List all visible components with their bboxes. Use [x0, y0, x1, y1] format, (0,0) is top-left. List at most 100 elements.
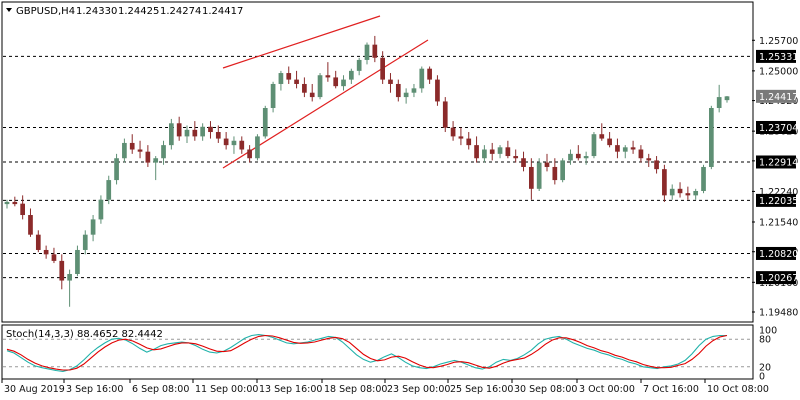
- candle-body[interactable]: [638, 149, 644, 159]
- candle-body[interactable]: [145, 151, 151, 163]
- candle-body[interactable]: [615, 145, 620, 152]
- candle-body[interactable]: [270, 83, 276, 108]
- candle-body[interactable]: [286, 73, 292, 80]
- candle-body[interactable]: [450, 127, 456, 137]
- candle-body[interactable]: [59, 260, 65, 281]
- candle-body[interactable]: [341, 79, 346, 87]
- candle-body[interactable]: [654, 160, 659, 170]
- candle-body[interactable]: [474, 145, 479, 159]
- candle-body[interactable]: [239, 140, 245, 150]
- candle-body[interactable]: [75, 249, 80, 274]
- upper-trendline[interactable]: [222, 15, 381, 69]
- candle-body[interactable]: [231, 140, 237, 146]
- candle-body[interactable]: [223, 138, 229, 146]
- candle-body[interactable]: [114, 158, 119, 181]
- candle-body[interactable]: [583, 156, 589, 159]
- candle-body[interactable]: [215, 132, 221, 139]
- candle-body[interactable]: [325, 75, 331, 78]
- candle-body[interactable]: [513, 156, 519, 159]
- candle-body[interactable]: [662, 169, 667, 196]
- candle-body[interactable]: [607, 138, 612, 146]
- candle-body[interactable]: [709, 107, 714, 167]
- candle-body[interactable]: [247, 149, 252, 159]
- candle-body[interactable]: [184, 129, 190, 137]
- candle-body[interactable]: [403, 92, 409, 98]
- candle-body[interactable]: [176, 123, 182, 137]
- candle-body[interactable]: [43, 249, 49, 255]
- candle-body[interactable]: [552, 166, 558, 181]
- candle-body[interactable]: [622, 147, 628, 152]
- candle-body[interactable]: [309, 92, 315, 98]
- candle-body[interactable]: [20, 203, 25, 216]
- candle-body[interactable]: [372, 44, 378, 58]
- candle-body[interactable]: [333, 77, 339, 87]
- candle-body[interactable]: [630, 147, 636, 150]
- candle-body[interactable]: [200, 126, 205, 137]
- candle-body[interactable]: [82, 234, 88, 250]
- candle-body[interactable]: [262, 107, 268, 137]
- candle-body[interactable]: [411, 88, 417, 93]
- candle-body[interactable]: [106, 180, 112, 200]
- candle-body[interactable]: [28, 215, 33, 235]
- candle-body[interactable]: [677, 188, 683, 194]
- candle-body[interactable]: [192, 129, 198, 137]
- candle-body[interactable]: [294, 79, 299, 84]
- candle-body[interactable]: [302, 83, 307, 93]
- candle-body[interactable]: [466, 138, 472, 146]
- candle-body[interactable]: [591, 134, 597, 157]
- candle-body[interactable]: [12, 201, 18, 205]
- stoch-main-line[interactable]: [6, 334, 727, 372]
- candle-body[interactable]: [380, 57, 385, 80]
- candle-body[interactable]: [364, 44, 370, 60]
- candle-body[interactable]: [278, 73, 284, 84]
- candle-body[interactable]: [701, 166, 706, 191]
- candle-body[interactable]: [90, 219, 96, 235]
- candle-body[interactable]: [489, 149, 495, 154]
- candle-body[interactable]: [536, 162, 542, 189]
- candle-body[interactable]: [317, 75, 323, 98]
- candle-body[interactable]: [4, 201, 10, 205]
- candle-body[interactable]: [646, 158, 652, 161]
- candle-body[interactable]: [599, 134, 605, 139]
- candle-body[interactable]: [137, 149, 143, 152]
- candle-body[interactable]: [129, 142, 135, 150]
- candle-body[interactable]: [35, 234, 41, 250]
- candle-body[interactable]: [122, 142, 127, 159]
- candle-body[interactable]: [161, 145, 166, 159]
- candle-body[interactable]: [208, 126, 213, 133]
- candle-body[interactable]: [669, 188, 675, 196]
- candle-body[interactable]: [568, 153, 573, 161]
- candle-body[interactable]: [419, 68, 425, 89]
- candle-body[interactable]: [521, 158, 526, 167]
- candle-body[interactable]: [693, 190, 699, 196]
- candle-body[interactable]: [435, 79, 440, 102]
- candle-body[interactable]: [255, 136, 260, 159]
- candle-body[interactable]: [349, 70, 354, 80]
- candle-body[interactable]: [51, 254, 57, 261]
- candle-body[interactable]: [497, 147, 503, 154]
- candle-body[interactable]: [442, 101, 448, 128]
- candle-body[interactable]: [395, 83, 401, 98]
- candle-body[interactable]: [575, 153, 581, 159]
- candle-body[interactable]: [153, 158, 159, 163]
- candle-body[interactable]: [458, 136, 464, 139]
- ohlc-open: 1.24330: [76, 6, 117, 17]
- stoch-signal-line[interactable]: [6, 334, 728, 371]
- candle-body[interactable]: [544, 162, 550, 167]
- candle-body[interactable]: [529, 166, 534, 189]
- collapse-triangle-icon[interactable]: [6, 8, 12, 12]
- candle-body[interactable]: [98, 199, 104, 220]
- candle-body[interactable]: [67, 273, 72, 281]
- candle-body[interactable]: [560, 160, 565, 181]
- candle-body[interactable]: [356, 59, 362, 71]
- candle-body[interactable]: [169, 123, 174, 146]
- candle-body[interactable]: [724, 96, 730, 101]
- candle-body[interactable]: [685, 193, 691, 196]
- candle-body[interactable]: [716, 97, 722, 108]
- candle-body[interactable]: [427, 68, 432, 80]
- candle-body[interactable]: [505, 147, 511, 157]
- time-tick-label: 10 Oct 08:00: [707, 384, 769, 395]
- candle-body[interactable]: [482, 149, 487, 159]
- candle-body[interactable]: [388, 79, 393, 84]
